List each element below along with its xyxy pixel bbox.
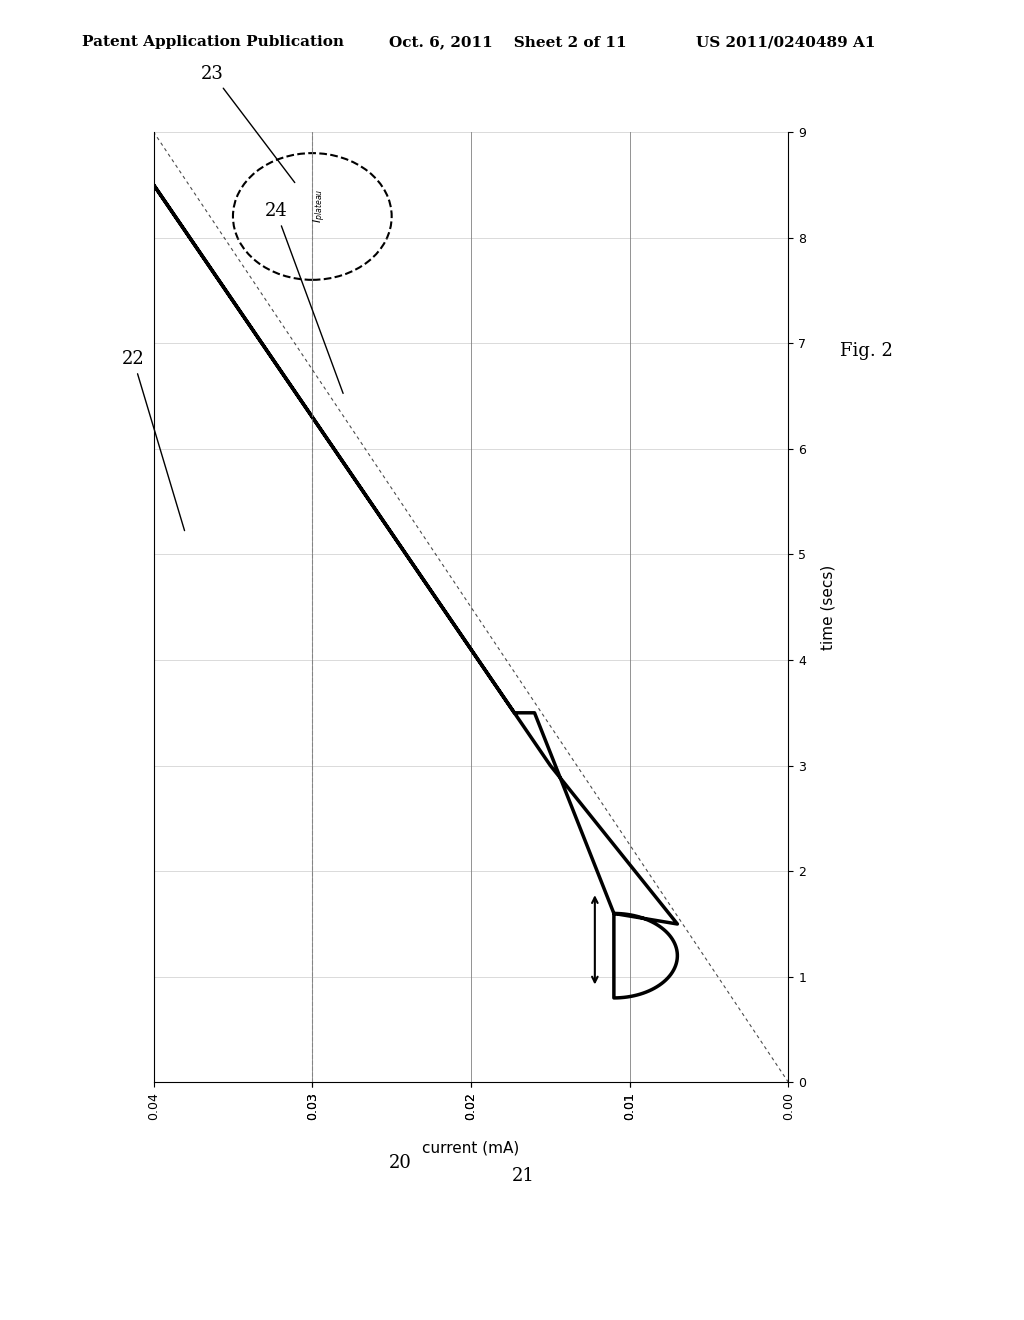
Text: 24: 24 <box>264 202 343 393</box>
Text: 22: 22 <box>122 350 184 531</box>
Text: 23: 23 <box>201 65 295 182</box>
Text: $I_{plateau}$: $I_{plateau}$ <box>312 189 329 223</box>
Y-axis label: time (secs): time (secs) <box>820 565 836 649</box>
Text: Oct. 6, 2011    Sheet 2 of 11: Oct. 6, 2011 Sheet 2 of 11 <box>389 36 627 49</box>
Text: Fig. 2: Fig. 2 <box>840 342 893 360</box>
Text: Patent Application Publication: Patent Application Publication <box>82 36 344 49</box>
X-axis label: current (mA): current (mA) <box>423 1140 519 1156</box>
Text: US 2011/0240489 A1: US 2011/0240489 A1 <box>696 36 876 49</box>
Text: 21: 21 <box>512 1167 535 1185</box>
Text: 20: 20 <box>389 1154 412 1172</box>
